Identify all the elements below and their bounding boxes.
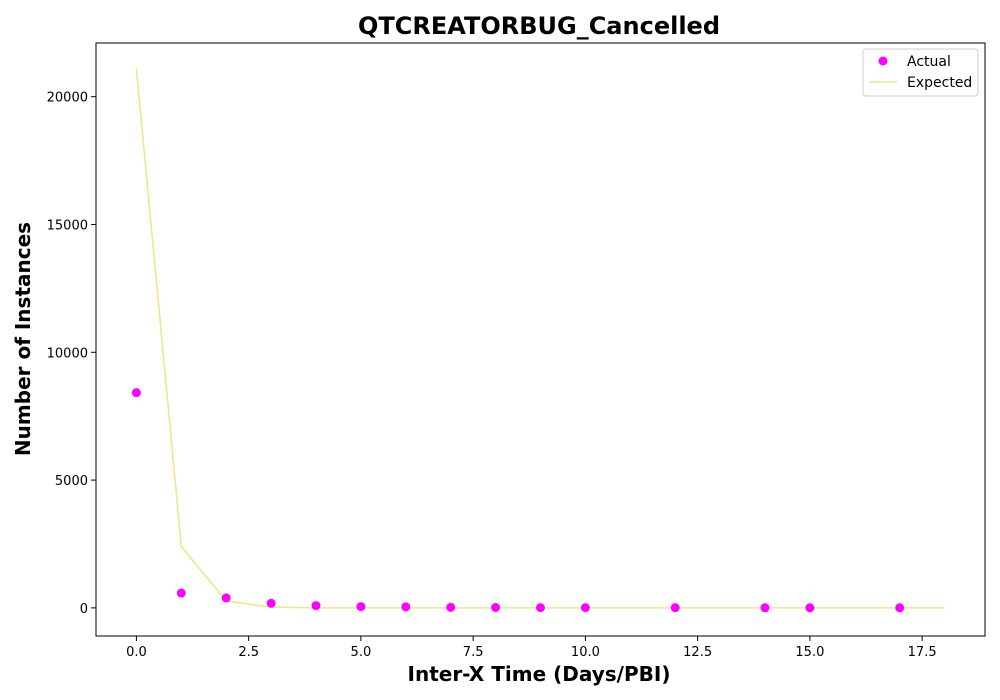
data-point-actual (446, 602, 456, 612)
x-axis-title: Inter-X Time (Days/PBI) (408, 662, 671, 686)
x-tick-label: 17.5 (908, 645, 937, 660)
y-tick-label: 20000 (47, 91, 88, 106)
legend-box (862, 48, 979, 97)
data-point-actual (760, 603, 770, 613)
data-point-actual (311, 601, 321, 611)
x-tick-label: 2.5 (238, 645, 259, 660)
plot-frame (95, 42, 986, 637)
data-point-actual (491, 603, 501, 612)
data-point-actual (176, 588, 186, 598)
legend-label-expected: Expected (907, 75, 972, 91)
x-tick-label: 7.5 (463, 645, 484, 660)
y-tick-label: 0 (80, 602, 88, 617)
data-point-actual (266, 598, 276, 608)
legend-label-actual: Actual (907, 54, 951, 70)
plot-area: 0.0 2.5 5.0 7.5 10.0 12.5 15.0 17.5 0 5000 10000 15… (47, 42, 986, 660)
x-tick-label: 5.0 (351, 645, 372, 660)
y-axis-title: Number of Instances (11, 222, 35, 456)
series-line-expected (135, 68, 945, 609)
y-tick-label: 10000 (47, 346, 88, 361)
data-point-actual (401, 602, 411, 612)
legend-marker-actual (878, 56, 888, 66)
x-tick-label: 12.5 (683, 645, 712, 660)
data-point-actual (895, 603, 905, 613)
chart-title: QTCREATORBUG_Cancelled (358, 12, 720, 40)
x-tick-label: 15.0 (795, 645, 824, 660)
data-point-actual (670, 603, 680, 613)
data-point-actual (580, 603, 590, 613)
x-tick-label: 10.0 (571, 645, 600, 660)
y-tick-label: 5000 (55, 474, 88, 489)
data-point-actual (536, 603, 545, 613)
x-tick-label: 0.0 (126, 645, 147, 660)
legend: Actual Expected (862, 48, 979, 97)
y-tick-label: 15000 (47, 218, 88, 233)
data-point-actual (805, 603, 815, 613)
data-point-actual (356, 602, 366, 612)
data-point-actual (221, 593, 231, 603)
data-point-actual (131, 388, 141, 398)
